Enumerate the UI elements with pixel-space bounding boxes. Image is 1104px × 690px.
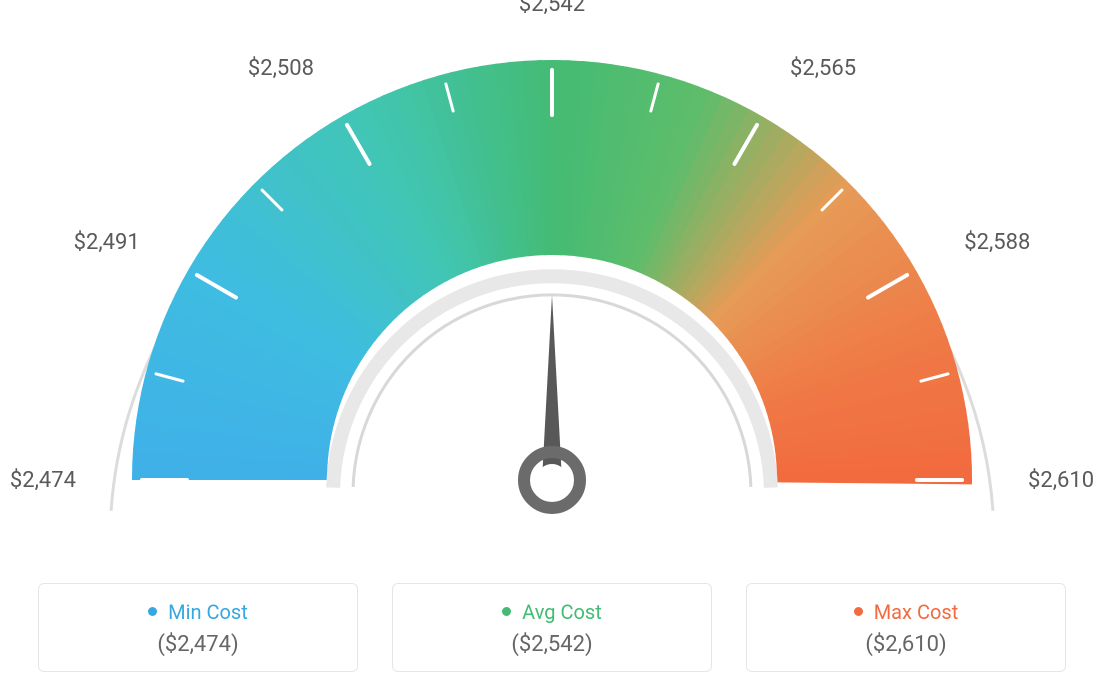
max-cost-label: Max Cost (747, 600, 1065, 624)
min-cost-label-text: Min Cost (168, 600, 248, 624)
max-cost-label-text: Max Cost (874, 600, 959, 624)
avg-cost-value: ($2,542) (393, 632, 711, 657)
max-cost-value: ($2,610) (747, 632, 1065, 657)
gauge-tick-label: $2,588 (964, 230, 1030, 255)
gauge-chart: $2,474$2,491$2,508$2,542$2,565$2,588$2,6… (42, 0, 1062, 530)
max-cost-card: Max Cost ($2,610) (746, 583, 1066, 672)
gauge-tick-label: $2,474 (0, 468, 76, 493)
min-cost-value: ($2,474) (39, 632, 357, 657)
gauge-tick-label: $2,565 (790, 56, 856, 81)
max-dot-icon (854, 607, 863, 616)
gauge-tick-label: $2,491 (60, 230, 140, 255)
min-cost-card: Min Cost ($2,474) (38, 583, 358, 672)
avg-cost-label: Avg Cost (393, 600, 711, 624)
gauge-tick-label: $2,542 (512, 0, 592, 17)
avg-cost-card: Avg Cost ($2,542) (392, 583, 712, 672)
min-dot-icon (148, 607, 157, 616)
summary-cards: Min Cost ($2,474) Avg Cost ($2,542) Max … (0, 583, 1104, 672)
gauge-tick-label: $2,508 (234, 56, 314, 81)
gauge-tick-label: $2,610 (1028, 468, 1094, 493)
avg-cost-label-text: Avg Cost (522, 600, 602, 624)
gauge-svg (52, 0, 1052, 530)
avg-dot-icon (502, 607, 511, 616)
min-cost-label: Min Cost (39, 600, 357, 624)
